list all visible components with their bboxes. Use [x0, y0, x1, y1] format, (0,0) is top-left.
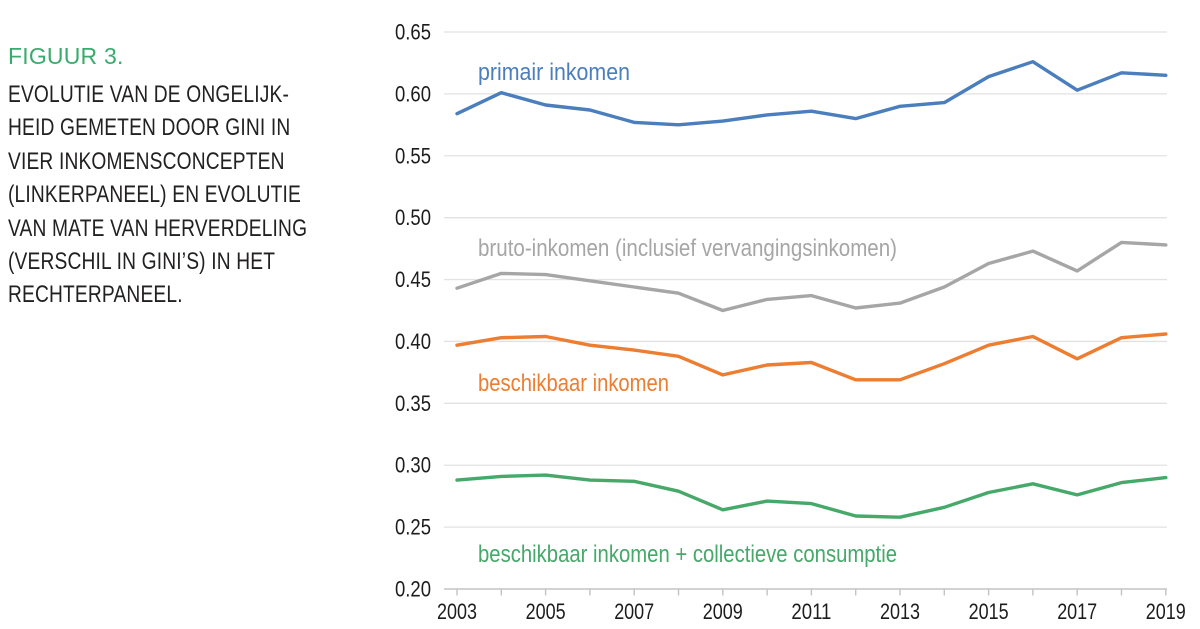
series-label-3: beschikbaar inkomen + collectieve consum…	[478, 541, 897, 568]
y-axis-label-0.55: 0.55	[395, 143, 431, 168]
series-line-3	[455, 473, 1168, 519]
x-axis-label-2011: 2011	[791, 599, 831, 624]
y-axis-label-0.65: 0.65	[395, 20, 431, 45]
x-axis-label-2005: 2005	[526, 599, 566, 624]
x-axis-label-2019: 2019	[1146, 599, 1186, 624]
y-axis-label-0.20: 0.20	[395, 577, 431, 602]
y-axis-label-0.45: 0.45	[395, 267, 431, 292]
series-line-2	[455, 332, 1168, 382]
figure-caption: FIGUUR 3. EVOLUTIE VAN DE ONGELIJK- HEID…	[8, 44, 448, 312]
y-axis-label-0.60: 0.60	[395, 81, 431, 106]
series-label-0: primair inkomen	[478, 59, 630, 86]
x-axis-label-2009: 2009	[703, 599, 743, 624]
y-axis-label-0.30: 0.30	[395, 453, 431, 478]
series-line-1	[455, 240, 1168, 313]
figure-label: FIGUUR 3.	[8, 43, 124, 69]
x-axis-label-2003: 2003	[437, 599, 477, 624]
series-label-2: beschikbaar inkomen	[478, 370, 669, 397]
figure-title: EVOLUTIE VAN DE ONGELIJK- HEID GEMETEN D…	[8, 81, 308, 309]
y-axis-label-0.40: 0.40	[395, 329, 431, 354]
x-axis-label-2013: 2013	[880, 599, 920, 624]
x-axis-label-2017: 2017	[1057, 599, 1097, 624]
series-label-1: bruto-inkomen (inclusief vervangingsinko…	[478, 235, 897, 262]
y-axis-label-0.25: 0.25	[395, 515, 431, 540]
y-axis-label-0.35: 0.35	[395, 391, 431, 416]
y-axis-label-0.50: 0.50	[395, 205, 431, 230]
x-axis-label-2015: 2015	[969, 599, 1009, 624]
series-line-0	[455, 60, 1168, 127]
x-axis-label-2007: 2007	[614, 599, 654, 624]
